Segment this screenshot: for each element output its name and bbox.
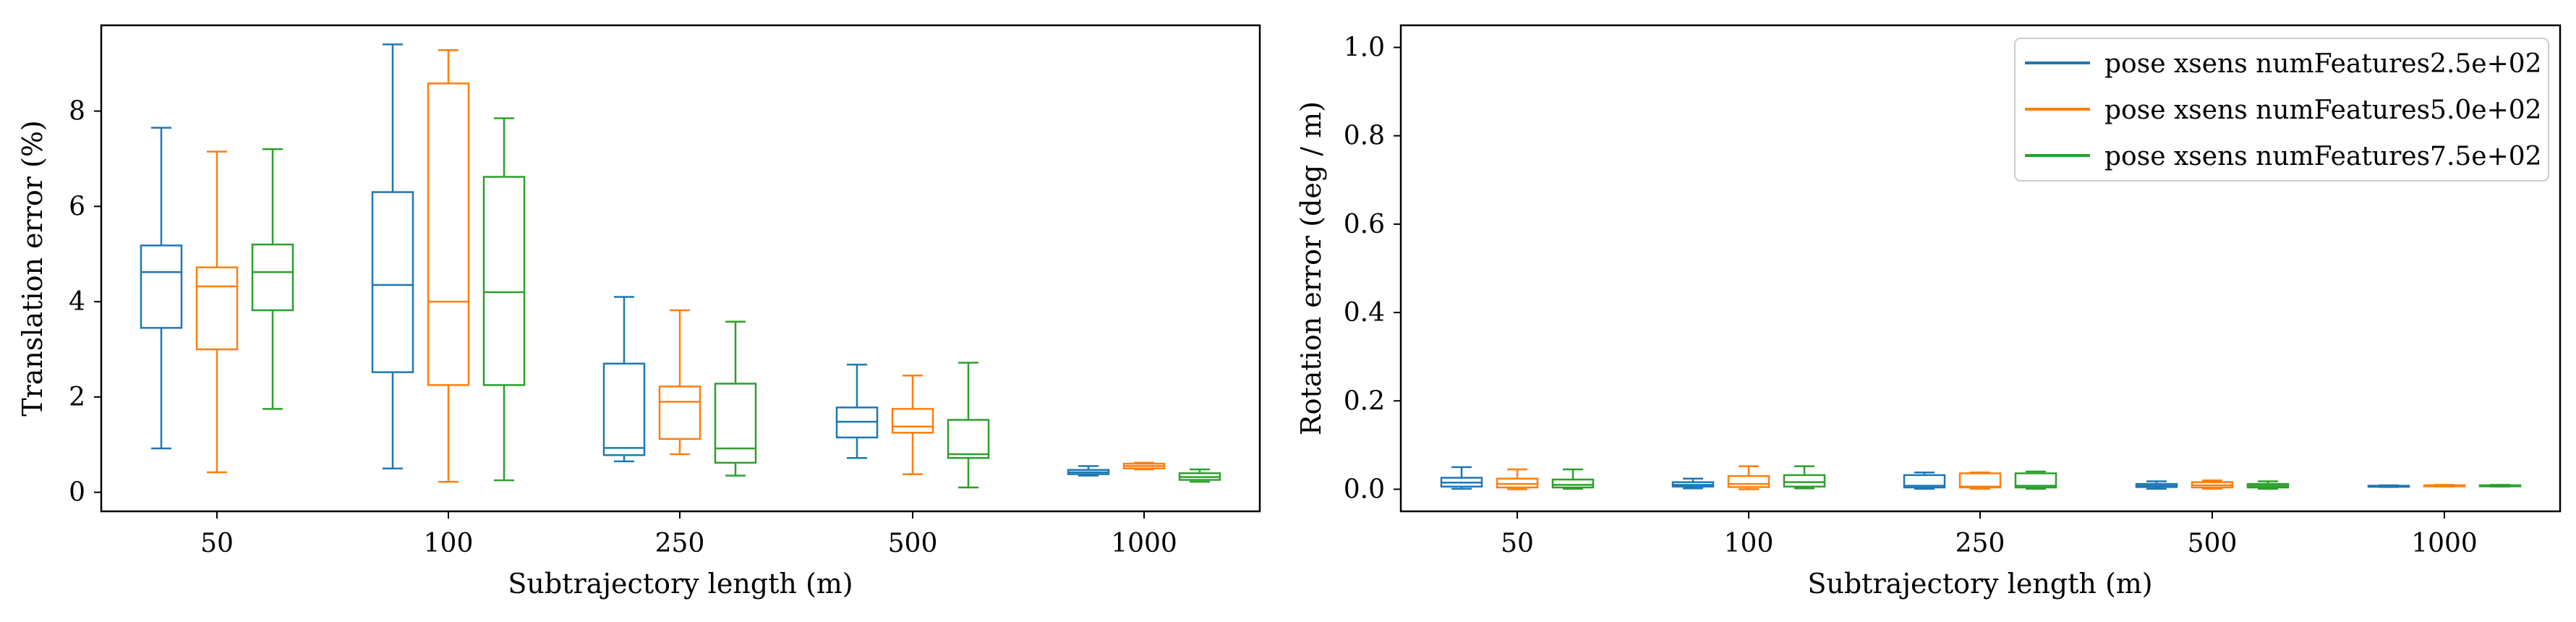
legend-label-series-1: pose xsens numFeatures2.5e+02	[2104, 49, 2542, 79]
translation-x-tick-label: 500	[888, 529, 938, 558]
rotation-box-500-series-3	[2246, 480, 2290, 490]
rotation-box-500-series-2	[2191, 479, 2234, 490]
iqr-box	[1551, 478, 1595, 489]
translation-box-250-series-2	[658, 309, 701, 456]
translation-error-panel: 50 100 250 500 1000 0 2 4 6 8 Subtrajectory lengt…	[17, 24, 1261, 600]
translation-box-50-series-1	[140, 127, 183, 450]
rotation-y-tick-label: 1.0	[1344, 33, 1385, 63]
legend-frame	[2014, 38, 2549, 182]
iqr-box	[2014, 472, 2057, 489]
translation-y-tick-label: 4	[69, 287, 85, 317]
rotation-box-1000-series-3	[2478, 484, 2522, 488]
rotation-error-boxplots	[1440, 465, 2522, 490]
rotation-x-tick-label: 100	[1724, 529, 1774, 558]
translation-box-100-series-3	[482, 117, 526, 482]
translation-box-1000-series-2	[1122, 461, 1166, 471]
iqr-box	[891, 408, 934, 434]
rotation-box-1000-series-1	[2367, 484, 2410, 488]
rotation-error-panel: 50 100 250 500 1000 0.0 0.2 0.4 0.6 0.8 1.0 Subtra…	[1295, 24, 2562, 600]
translation-error-x-axis-label: Subtrajectory length (m)	[508, 568, 853, 600]
rotation-x-tick-label: 1000	[2411, 529, 2478, 558]
rotation-box-100-series-2	[1727, 465, 1770, 490]
translation-box-250-series-1	[602, 296, 646, 463]
rotation-y-tick-label: 0.0	[1344, 474, 1385, 504]
translation-y-tick-label: 2	[69, 383, 85, 412]
iqr-box	[140, 244, 183, 329]
translation-error-ticks: 50 100 250 500 1000 0 2 4 6 8	[69, 97, 1177, 558]
rotation-box-1000-series-2	[2423, 484, 2466, 488]
rotation-y-tick-label: 0.6	[1344, 210, 1385, 239]
iqr-box	[602, 362, 646, 456]
translation-y-tick-label: 6	[69, 192, 85, 221]
rotation-box-100-series-3	[1783, 465, 1826, 490]
translation-box-250-series-3	[714, 320, 757, 477]
legend-label-series-2: pose xsens numFeatures5.0e+02	[2104, 95, 2542, 125]
rotation-box-50-series-3	[1551, 468, 1595, 490]
translation-x-tick-label: 1000	[1111, 529, 1177, 558]
translation-box-500-series-1	[835, 363, 879, 459]
translation-box-100-series-1	[371, 43, 414, 469]
iqr-box	[371, 191, 414, 373]
translation-y-tick-label: 8	[69, 97, 85, 127]
translation-box-500-series-2	[891, 374, 934, 475]
translation-box-1000-series-3	[1178, 468, 1221, 483]
rotation-box-250-series-2	[1958, 471, 2002, 490]
iqr-box	[1783, 474, 1826, 488]
legend-label-series-3: pose xsens numFeatures7.5e+02	[2104, 142, 2542, 171]
iqr-box	[947, 419, 990, 459]
iqr-box	[714, 383, 757, 464]
rotation-error-y-axis-label: Rotation error (deg / m)	[1295, 101, 1327, 435]
rotation-box-250-series-3	[2014, 470, 2057, 490]
rotation-box-100-series-1	[1671, 477, 1715, 490]
iqr-box	[427, 82, 470, 386]
rotation-y-tick-label: 0.4	[1344, 298, 1385, 328]
translation-box-100-series-2	[427, 49, 470, 483]
rotation-error-ticks: 50 100 250 500 1000 0.0 0.2 0.4 0.6 0.8 1.0	[1344, 33, 2478, 558]
translation-box-1000-series-1	[1067, 465, 1110, 477]
rotation-error-x-axis-label: Subtrajectory length (m)	[1807, 568, 2152, 600]
translation-box-500-series-3	[947, 362, 990, 489]
rotation-x-tick-label: 500	[2188, 529, 2238, 558]
translation-box-50-series-2	[195, 150, 239, 474]
translation-error-y-axis-label: Translation error (%)	[17, 120, 48, 417]
translation-x-tick-label: 250	[655, 529, 705, 558]
translation-x-tick-label: 100	[424, 529, 474, 558]
iqr-box	[482, 176, 526, 386]
iqr-box	[195, 266, 239, 351]
rotation-y-tick-label: 0.2	[1344, 386, 1385, 416]
translation-x-tick-label: 50	[200, 529, 234, 558]
translation-error-boxplots	[140, 43, 1221, 489]
iqr-box	[251, 243, 294, 312]
rotation-box-50-series-2	[1496, 468, 1539, 490]
rotation-x-tick-label: 50	[1501, 529, 1534, 558]
rotation-x-tick-label: 250	[1956, 529, 2005, 558]
rotation-error-plot-frame	[1399, 24, 2562, 513]
rotation-y-tick-label: 0.8	[1344, 122, 1385, 151]
translation-error-plot-frame	[100, 24, 1261, 513]
translation-y-tick-label: 0	[69, 478, 85, 508]
iqr-box	[1903, 474, 1946, 489]
rotation-box-250-series-1	[1903, 471, 1946, 490]
rotation-box-50-series-1	[1440, 466, 1483, 490]
translation-box-50-series-3	[251, 148, 294, 410]
rotation-box-500-series-1	[2135, 480, 2178, 490]
legend: pose xsens numFeatures2.5e+02 pose xsens…	[2014, 38, 2549, 182]
iqr-box	[1727, 474, 1770, 488]
iqr-box	[658, 385, 701, 440]
